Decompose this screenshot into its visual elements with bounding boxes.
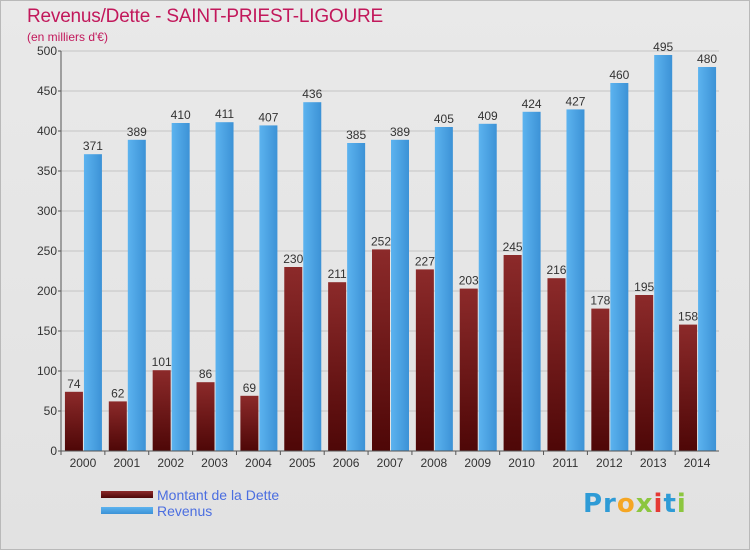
x-tick-label: 2004 [245, 456, 272, 470]
legend-label-revenus: Revenus [157, 503, 213, 519]
legend-swatch-revenus [101, 507, 153, 514]
legend-label-dette: Montant de la Dette [157, 487, 280, 503]
y-tick-label: 150 [37, 324, 57, 338]
bar-dette [635, 295, 654, 451]
x-tick-label: 2012 [596, 456, 623, 470]
data-label-revenus: 407 [258, 110, 278, 124]
x-tick-label: 2010 [508, 456, 535, 470]
x-tick-label: 2008 [421, 456, 448, 470]
bar-dette [415, 269, 434, 451]
x-tick-label: 2009 [464, 456, 491, 470]
data-label-revenus: 427 [565, 94, 585, 108]
bar-revenus [171, 123, 190, 451]
bar-revenus [434, 127, 453, 451]
bar-revenus [566, 109, 585, 452]
y-tick-label: 200 [37, 284, 57, 298]
bar-revenus [654, 55, 673, 451]
chart-title: Revenus/Dette - SAINT-PRIEST-LIGOURE [27, 6, 384, 27]
data-label-dette: 252 [371, 234, 391, 248]
data-label-dette: 62 [111, 386, 125, 400]
bar-dette [152, 370, 171, 451]
data-label-dette: 227 [415, 254, 435, 268]
data-label-dette: 69 [243, 381, 257, 395]
data-label-dette: 216 [546, 263, 566, 277]
data-label-dette: 178 [590, 294, 610, 308]
data-label-dette: 158 [678, 310, 698, 324]
y-tick-label: 450 [37, 84, 57, 98]
bar-dette [679, 324, 698, 451]
bar-dette [503, 255, 522, 451]
bar-dette [240, 395, 259, 451]
data-label-revenus: 495 [653, 40, 673, 54]
data-label-revenus: 410 [171, 108, 191, 122]
data-label-revenus: 411 [215, 107, 234, 121]
data-label-revenus: 436 [302, 87, 322, 101]
data-label-dette: 195 [634, 280, 654, 294]
bar-revenus [610, 83, 629, 451]
bar-revenus [215, 122, 234, 451]
y-tick-label: 300 [37, 204, 57, 218]
data-label-revenus: 409 [478, 109, 498, 123]
x-tick-label: 2014 [684, 456, 711, 470]
y-tick-label: 400 [37, 124, 57, 138]
bar-revenus [83, 154, 102, 451]
y-tick-label: 500 [37, 44, 57, 58]
data-label-revenus: 480 [697, 52, 717, 66]
x-tick-label: 2005 [289, 456, 316, 470]
bar-dette [64, 391, 83, 451]
data-label-revenus: 424 [522, 97, 542, 111]
bar-dette [284, 267, 303, 451]
bar-revenus [698, 67, 717, 451]
data-label-revenus: 389 [127, 125, 147, 139]
y-tick-label: 100 [37, 364, 57, 378]
data-label-dette: 86 [199, 367, 213, 381]
x-tick-label: 2000 [70, 456, 97, 470]
legend-swatch-dette [101, 491, 153, 498]
data-label-dette: 211 [328, 267, 347, 281]
x-tick-label: 2007 [377, 456, 404, 470]
chart-subtitle: (en milliers d'€) [27, 30, 108, 44]
bar-dette [372, 249, 390, 451]
bar-revenus [391, 139, 409, 452]
data-label-revenus: 389 [390, 125, 410, 139]
bar-revenus [259, 125, 278, 452]
bar-dette [459, 288, 478, 451]
x-tick-label: 2006 [333, 456, 360, 470]
x-tick-label: 2001 [113, 456, 140, 470]
data-label-dette: 245 [503, 240, 523, 254]
data-label-revenus: 405 [434, 112, 454, 126]
y-tick-label: 0 [50, 444, 57, 458]
proxiti-logo: Proxiti [583, 489, 687, 519]
x-tick-label: 2002 [157, 456, 184, 470]
bar-dette [591, 308, 610, 451]
data-label-revenus: 460 [609, 68, 629, 82]
data-label-dette: 101 [152, 355, 172, 369]
bar-dette [108, 401, 127, 451]
bar-revenus [303, 102, 322, 451]
data-label-revenus: 385 [346, 128, 366, 142]
bar-revenus [478, 123, 497, 452]
data-label-revenus: 371 [83, 139, 103, 153]
y-tick-label: 350 [37, 164, 57, 178]
bar-dette [196, 382, 215, 451]
data-label-dette: 74 [67, 377, 81, 391]
data-label-dette: 230 [283, 252, 303, 266]
x-tick-label: 2013 [640, 456, 667, 470]
bar-revenus [127, 139, 146, 452]
y-tick-label: 50 [44, 404, 58, 418]
data-label-dette: 203 [459, 274, 479, 288]
bar-dette [547, 278, 566, 451]
bar-revenus [347, 143, 366, 451]
bar-revenus [522, 111, 541, 452]
x-tick-label: 2003 [201, 456, 228, 470]
y-tick-label: 250 [37, 244, 57, 258]
bar-dette [328, 282, 347, 451]
x-tick-label: 2011 [553, 456, 579, 470]
